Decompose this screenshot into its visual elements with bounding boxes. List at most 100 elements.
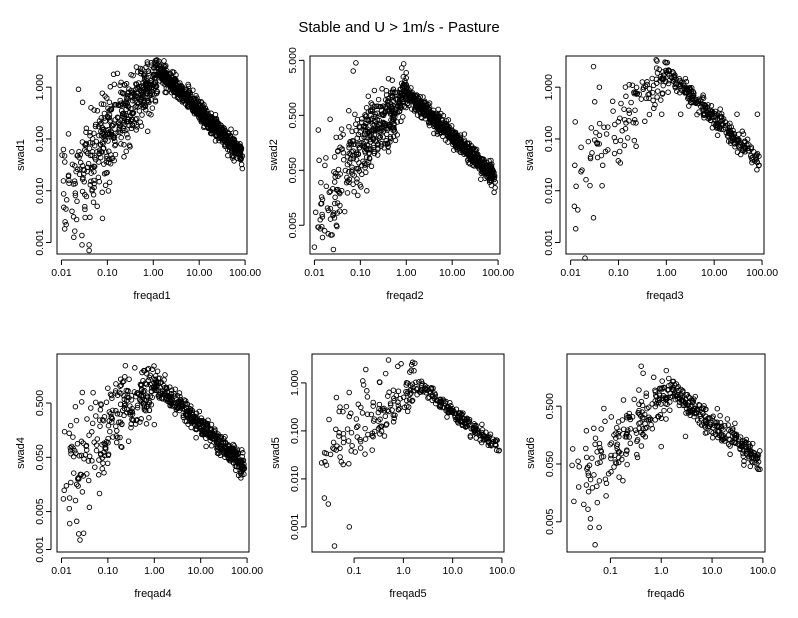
scatter-point	[391, 395, 397, 402]
scatter-point	[135, 86, 141, 92]
scatter-point	[70, 470, 77, 476]
scatter-point	[379, 112, 386, 118]
scatter-point	[437, 130, 443, 137]
scatter-point	[370, 403, 376, 409]
scatter-point	[192, 426, 199, 432]
scatter-point	[631, 396, 637, 403]
scatter-point	[346, 524, 353, 530]
scatter-point	[598, 426, 604, 432]
scatter-point	[85, 458, 92, 464]
scatter-point	[385, 357, 392, 363]
scatter-point	[416, 379, 422, 385]
scatter-point	[605, 124, 611, 130]
scatter-point	[78, 399, 85, 405]
scatter-point	[479, 161, 485, 168]
scatter-point	[471, 156, 477, 162]
scatter-point	[108, 392, 115, 399]
scatter-point	[123, 102, 129, 109]
scatter-point	[100, 417, 107, 424]
scatter-point	[215, 438, 221, 445]
scatter-point	[201, 102, 207, 108]
scatter-point	[377, 424, 383, 430]
x-axis-label: freqad1	[133, 290, 170, 302]
scatter-point	[579, 167, 585, 173]
scatter-point	[425, 109, 432, 115]
scatter-point	[387, 134, 394, 140]
y-tick-label: 0.500	[544, 393, 556, 419]
scatter-point	[496, 447, 502, 454]
scatter-point	[714, 132, 721, 139]
scatter-point	[665, 80, 672, 87]
scatter-point	[333, 426, 339, 433]
scatter-point	[193, 434, 199, 441]
scatter-point	[406, 95, 412, 101]
scatter-point	[616, 433, 622, 440]
scatter-point	[164, 68, 170, 74]
scatter-point	[399, 99, 406, 105]
scatter-point	[192, 106, 199, 113]
x-tick-label: 0.10	[350, 267, 371, 279]
scatter-point	[340, 430, 347, 437]
y-axis: 0.001 0.005 0.050 0.500	[34, 390, 52, 563]
scatter-point	[231, 137, 238, 144]
scatter-point	[71, 234, 77, 241]
scatter-point	[653, 76, 660, 83]
scatter-point	[111, 157, 117, 164]
scatter-point	[100, 460, 106, 466]
scatter-point	[413, 92, 420, 98]
scatter-point	[162, 79, 169, 86]
scatter-point	[91, 130, 97, 137]
scatter-point	[144, 59, 151, 65]
scatter-point	[179, 90, 186, 96]
scatter-point	[112, 151, 119, 158]
scatter-point	[623, 120, 629, 126]
scatter-point	[130, 109, 137, 116]
scatter-point	[583, 176, 589, 183]
scatter-point	[592, 542, 598, 548]
scatter-point	[453, 406, 460, 412]
scatter-point	[390, 387, 397, 393]
scatter-point	[355, 423, 361, 429]
scatter-point	[156, 61, 162, 67]
scatter-point	[93, 138, 99, 145]
scatter-point	[741, 458, 747, 465]
scatter-point	[83, 148, 89, 155]
scatter-point	[465, 141, 471, 147]
scatter-point	[315, 127, 322, 133]
scatter-point	[387, 402, 394, 408]
scatter-point	[151, 363, 157, 369]
scatter-point	[89, 429, 95, 435]
scatter-point	[86, 247, 92, 254]
scatter-point	[444, 125, 451, 132]
scatter-point	[391, 415, 397, 422]
scatter-point	[144, 61, 151, 67]
scatter-point	[161, 58, 167, 64]
scatter-point	[448, 123, 455, 129]
scatter-point	[125, 116, 132, 123]
scatter-point	[332, 174, 338, 180]
scatter-point	[666, 375, 672, 382]
scatter-point	[608, 414, 615, 420]
scatter-point	[485, 436, 491, 442]
scatter-point	[362, 425, 368, 432]
scatter-point	[125, 95, 131, 102]
scatter-point	[71, 447, 78, 454]
scatter-point	[93, 447, 100, 454]
scatter-point	[218, 444, 224, 451]
scatter-point	[380, 103, 386, 110]
x-tick-label: 100.0	[489, 565, 515, 577]
scatter-point	[128, 125, 135, 132]
scatter-point	[344, 426, 351, 432]
scatter-point	[336, 189, 342, 196]
scatter-point	[626, 110, 633, 116]
scatter-point	[638, 443, 645, 449]
scatter-point	[596, 524, 602, 531]
scatter-point	[367, 122, 373, 129]
scatter-point	[371, 428, 378, 435]
scatter-point	[650, 374, 657, 381]
scatter-point	[235, 461, 242, 467]
scatter-point	[121, 81, 128, 88]
scatter-point	[74, 153, 80, 159]
scatter-point	[131, 389, 138, 395]
scatter-point	[317, 226, 324, 232]
